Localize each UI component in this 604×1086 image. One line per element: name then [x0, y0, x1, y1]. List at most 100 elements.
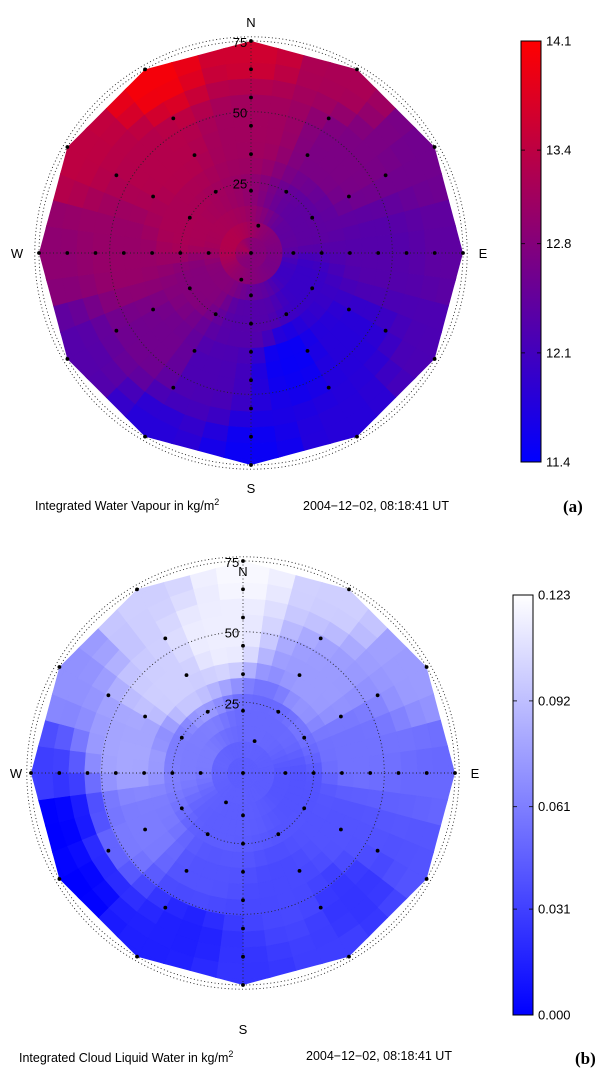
station-point: [249, 406, 253, 411]
station-point: [192, 349, 197, 353]
station-point: [241, 672, 245, 676]
station-point: [184, 673, 189, 677]
station-point: [187, 215, 192, 220]
contour-cell: [230, 677, 244, 695]
ring-label: 75: [225, 555, 239, 570]
station-point: [310, 286, 315, 291]
station-point: [241, 771, 245, 775]
station-point: [114, 173, 119, 178]
contour-cell: [226, 882, 244, 901]
station-point: [249, 39, 253, 43]
contour-cell: [229, 394, 252, 413]
contour-cell: [227, 77, 252, 96]
contour-cell: [226, 645, 244, 664]
contour-cell: [228, 867, 244, 885]
station-point: [326, 116, 331, 121]
station-point: [65, 145, 70, 149]
contour-cell: [250, 426, 277, 445]
contour-cell: [416, 772, 435, 799]
contour-cell: [35, 745, 55, 774]
contour-cell: [123, 236, 142, 254]
station-point: [241, 898, 245, 903]
contour-cell: [250, 45, 279, 65]
colorbar-ticks: [521, 40, 541, 463]
caption-text: Integrated Water Vapour in kg/m: [35, 499, 214, 513]
contour-cell: [75, 252, 94, 277]
contour-cell: [221, 914, 244, 933]
station-point: [241, 587, 245, 592]
contour-cell: [250, 125, 268, 144]
station-point: [198, 771, 203, 775]
colorbar-tick-label: 0.031: [538, 902, 571, 917]
station-point: [347, 954, 351, 959]
station-point: [205, 832, 210, 837]
contour-cell: [250, 457, 281, 465]
direction-south-label: S: [247, 481, 256, 496]
contour-cell: [234, 125, 252, 144]
station-point: [311, 771, 316, 775]
contour-cell: [455, 252, 463, 283]
contour-cell: [131, 758, 149, 774]
station-point: [143, 434, 147, 439]
station-point: [187, 286, 192, 291]
contour-cell: [250, 441, 279, 461]
contour-cell: [250, 362, 268, 381]
station-point: [241, 926, 245, 931]
contour-cell: [234, 362, 252, 381]
station-point: [249, 95, 253, 100]
contour-cell: [345, 238, 363, 254]
station-point: [376, 251, 381, 255]
station-point: [302, 806, 307, 811]
contour-cell: [236, 347, 252, 365]
contour-cell: [35, 772, 55, 801]
colorbar-tick-label: 0.061: [538, 799, 571, 814]
colorbar-tick-label: 0.123: [538, 588, 571, 603]
station-point: [213, 189, 218, 194]
contour-cell: [242, 914, 265, 933]
station-point: [432, 145, 437, 149]
contour-cell: [219, 597, 244, 616]
colorbar-ticks: [513, 594, 533, 1016]
station-point: [424, 665, 429, 669]
contour-cell: [242, 898, 263, 917]
contour-cell: [250, 141, 266, 159]
direction-east-label: E: [471, 766, 480, 781]
contour-cell: [223, 441, 252, 461]
station-point: [347, 587, 351, 592]
ring-label: 50: [233, 106, 247, 121]
station-point: [106, 848, 111, 853]
contour-cell: [250, 61, 277, 80]
contour-cell: [360, 252, 379, 270]
station-point: [318, 905, 323, 910]
station-point: [249, 293, 253, 298]
contour-cell: [236, 141, 252, 159]
station-point: [241, 708, 245, 713]
station-point: [276, 832, 281, 837]
contour-cell: [431, 772, 451, 801]
contour-cell: [424, 227, 443, 254]
station-point: [252, 739, 257, 743]
station-point: [206, 251, 211, 255]
station-points: [29, 559, 457, 987]
contour-cell: [91, 231, 110, 254]
station-point: [114, 328, 119, 333]
station-point: [171, 385, 176, 390]
contour-cell: [225, 61, 252, 80]
station-point: [297, 673, 302, 677]
station-point: [355, 67, 359, 72]
contour-cell: [242, 946, 269, 965]
station-point: [93, 251, 98, 255]
station-point: [178, 251, 183, 255]
contour-cell: [337, 772, 355, 788]
caption-superscript: 2: [228, 1049, 233, 1059]
contour-cell: [250, 331, 264, 349]
station-point: [113, 771, 118, 775]
station-point: [375, 848, 380, 853]
contour-cell: [83, 772, 102, 795]
contour-cell: [242, 961, 271, 981]
station-point: [276, 709, 281, 714]
colorbar-tick-label: 0.000: [538, 1008, 571, 1023]
contour-cell: [43, 252, 63, 281]
station-point: [135, 587, 139, 592]
colorbar-tick-label: 12.1: [546, 345, 571, 360]
